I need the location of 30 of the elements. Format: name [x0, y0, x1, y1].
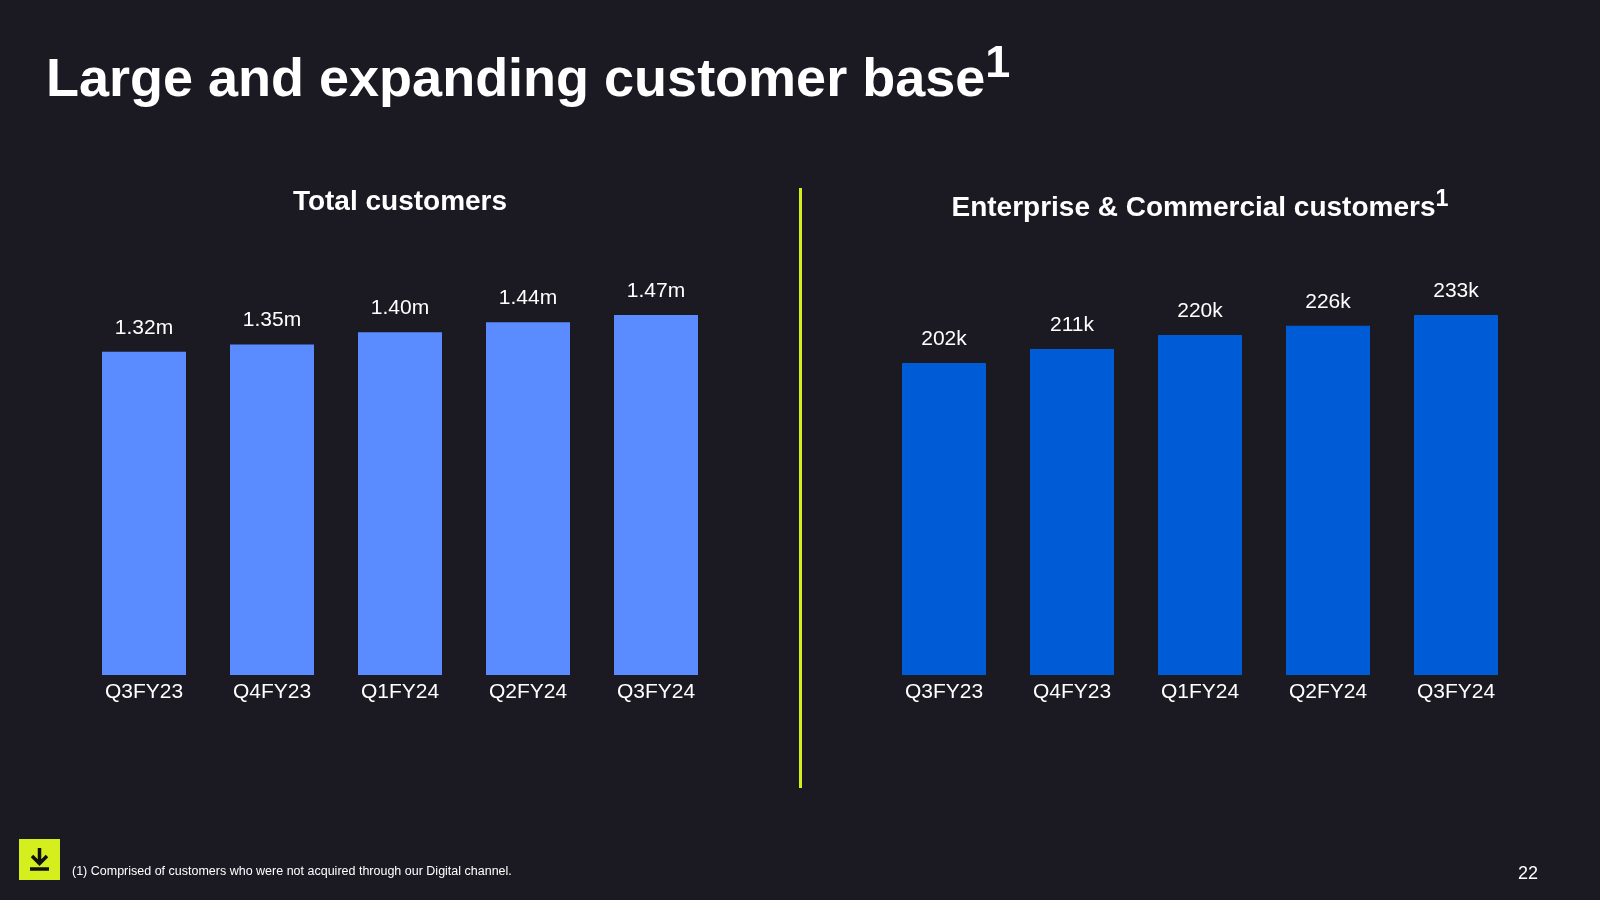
chart-subtitle: Enterprise & Commercial customers$^{1}$: [950, 185, 1450, 225]
x-tick-label: Q3FY24: [1416, 678, 1496, 702]
x-tick-label: Q3FY23: [904, 678, 984, 702]
data-label: 1.47m: [626, 278, 686, 301]
data-label: 220k: [1177, 298, 1224, 322]
x-tick-label: Q2FY24: [1288, 678, 1368, 702]
text: 22: [1518, 863, 1539, 884]
bar: [102, 351, 186, 675]
chart-subtitle: Total customers: [291, 185, 509, 218]
data-label: 202k: [921, 325, 968, 349]
x-tick-label: Q4FY23: [232, 678, 312, 702]
data-label: 1.35m: [242, 307, 302, 331]
data-label: 1.44m: [498, 285, 558, 309]
bar: [614, 315, 698, 675]
data-label: 211k: [1050, 311, 1095, 335]
x-tick-label: Q4FY23: [1032, 678, 1112, 702]
text: (1) Comprised of customers who were not acquired through our Digital channel.: [72, 864, 512, 878]
x-tick-label: Q2FY24: [488, 678, 568, 702]
chart-title: Large and expanding customer base$^{1}$: [46, 36, 1011, 108]
x-tick-label: Q1FY24: [360, 678, 440, 702]
data-label: 1.40m: [370, 295, 430, 319]
x-tick-label: Q3FY24: [616, 678, 696, 702]
bar: [486, 322, 570, 675]
bar: [230, 344, 314, 675]
data-label: 226k: [1305, 288, 1352, 312]
bar: [358, 332, 442, 675]
x-tick-label: Q1FY24: [1160, 678, 1240, 702]
data-label: 233k: [1433, 278, 1480, 301]
x-tick-label: Q3FY23: [104, 678, 184, 702]
data-label: 1.32m: [114, 314, 174, 338]
